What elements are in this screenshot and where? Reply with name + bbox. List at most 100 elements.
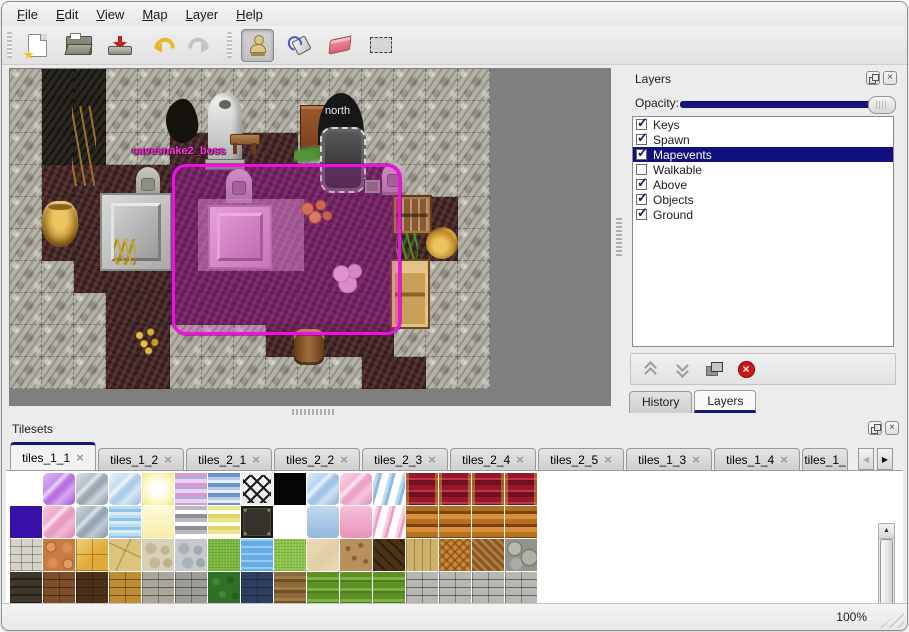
- tab-layers[interactable]: Layers: [694, 390, 757, 413]
- tileset-tile[interactable]: [373, 506, 405, 538]
- scroll-up-button[interactable]: ▲: [879, 524, 894, 539]
- select-tool-button[interactable]: [364, 29, 397, 62]
- menu-map[interactable]: Map: [142, 6, 168, 22]
- eraser-tool-button[interactable]: [323, 29, 356, 62]
- tileset-tile[interactable]: [505, 506, 537, 538]
- tileset-tab-tiles_1[interactable]: tiles_1_: [802, 448, 848, 470]
- tileset-tile[interactable]: [406, 572, 438, 604]
- map-canvas[interactable]: north cavesnake2_boss: [10, 69, 490, 391]
- tileset-tile[interactable]: [76, 539, 108, 571]
- tileset-tile[interactable]: [340, 539, 372, 571]
- tileset-tile[interactable]: [439, 539, 471, 571]
- tileset-tile[interactable]: [10, 473, 42, 505]
- raise-layer-button[interactable]: [639, 358, 661, 380]
- tab-close-icon[interactable]: ×: [604, 451, 612, 467]
- layer-row-ground[interactable]: ✓ Ground: [633, 206, 893, 222]
- tileset-tile[interactable]: [76, 473, 108, 505]
- horizontal-splitter[interactable]: [2, 406, 624, 418]
- close-panel-icon[interactable]: ×: [885, 421, 899, 435]
- tileset-tile[interactable]: [439, 572, 471, 604]
- layer-visibility-checkbox[interactable]: ✓: [636, 116, 648, 130]
- new-file-button[interactable]: ★: [21, 29, 54, 62]
- tileset-tile[interactable]: [340, 473, 372, 505]
- delete-layer-button[interactable]: ×: [735, 358, 757, 380]
- map-view[interactable]: north cavesnake2_boss: [9, 68, 611, 406]
- tileset-tile[interactable]: [472, 539, 504, 571]
- float-panel-icon[interactable]: [868, 421, 882, 435]
- tileset-tile[interactable]: [43, 506, 75, 538]
- tileset-tile[interactable]: [208, 572, 240, 604]
- tileset-tile[interactable]: [439, 506, 471, 538]
- float-panel-icon[interactable]: [866, 71, 880, 85]
- tileset-tile[interactable]: [109, 539, 141, 571]
- open-file-button[interactable]: [62, 29, 95, 62]
- menu-view[interactable]: View: [96, 6, 125, 22]
- tileset-tab-tiles_2_3[interactable]: tiles_2_3 ×: [362, 448, 448, 470]
- tileset-tile[interactable]: [274, 539, 306, 571]
- tileset-tile[interactable]: [10, 506, 42, 538]
- tab-close-icon[interactable]: ×: [76, 449, 84, 465]
- tileset-tile[interactable]: [406, 473, 438, 505]
- layer-row-keys[interactable]: ✓ Keys: [633, 117, 893, 132]
- selection[interactable]: [172, 164, 401, 335]
- tab-close-icon[interactable]: ×: [340, 451, 348, 467]
- tileset-tab-tiles_1_2[interactable]: tiles_1_2 ×: [98, 448, 184, 470]
- tileset-tile[interactable]: [505, 572, 537, 604]
- tileset-tab-tiles_1_1[interactable]: tiles_1_1 ×: [10, 442, 96, 470]
- close-panel-icon[interactable]: ×: [883, 71, 897, 85]
- menu-file[interactable]: File: [17, 6, 38, 22]
- tileset-tab-tiles_2_4[interactable]: tiles_2_4 ×: [450, 448, 536, 470]
- save-file-button[interactable]: [103, 29, 136, 62]
- menu-edit[interactable]: Edit: [55, 6, 79, 22]
- layer-visibility-checkbox[interactable]: [636, 164, 647, 175]
- tileset-tile[interactable]: [76, 572, 108, 604]
- tileset-tile[interactable]: [109, 473, 141, 505]
- tileset-tile[interactable]: [406, 506, 438, 538]
- tileset-tile[interactable]: [472, 506, 504, 538]
- layer-row-objects[interactable]: ✓ Objects: [633, 190, 893, 207]
- tileset-tile[interactable]: [10, 539, 42, 571]
- layer-visibility-checkbox[interactable]: ✓: [636, 130, 648, 145]
- tileset-tile[interactable]: [43, 572, 75, 604]
- opacity-slider[interactable]: [680, 95, 896, 114]
- tileset-tile[interactable]: [472, 473, 504, 505]
- redo-button[interactable]: [185, 29, 218, 62]
- tab-close-icon[interactable]: ×: [692, 451, 700, 467]
- tileset-tile[interactable]: [175, 539, 207, 571]
- lower-layer-button[interactable]: [671, 358, 693, 380]
- menu-layer[interactable]: Layer: [185, 6, 219, 22]
- tileset-tile[interactable]: [406, 539, 438, 571]
- tileset-tile[interactable]: [472, 572, 504, 604]
- tab-close-icon[interactable]: ×: [164, 451, 172, 467]
- layer-row-above[interactable]: ✓ Above: [633, 176, 893, 192]
- tileset-tab-tiles_2_2[interactable]: tiles_2_2 ×: [274, 448, 360, 470]
- tileset-tile[interactable]: [307, 539, 339, 571]
- tileset-tile[interactable]: [208, 506, 240, 538]
- tileset-tile[interactable]: [142, 506, 174, 538]
- tileset-tab-tiles_1_4[interactable]: tiles_1_4 ×: [714, 448, 800, 470]
- tileset-tile[interactable]: [10, 572, 42, 604]
- layer-row-walkable[interactable]: Walkable: [633, 162, 893, 177]
- tileset-tile[interactable]: [43, 473, 75, 505]
- tab-history[interactable]: History: [629, 391, 693, 413]
- resize-grip[interactable]: [880, 607, 904, 628]
- tileset-tile[interactable]: [373, 539, 405, 571]
- layer-visibility-checkbox[interactable]: ✓: [636, 190, 648, 205]
- tab-close-icon[interactable]: ×: [252, 451, 260, 467]
- layer-row-spawn[interactable]: ✓ Spawn: [633, 130, 893, 147]
- tileset-tile[interactable]: [274, 506, 306, 538]
- tileset-tile[interactable]: [175, 473, 207, 505]
- menu-help[interactable]: Help: [236, 6, 263, 22]
- tab-close-icon[interactable]: ×: [516, 451, 524, 467]
- tileset-tile[interactable]: [274, 473, 306, 505]
- tileset-tile[interactable]: [208, 473, 240, 505]
- tileset-tile[interactable]: [109, 572, 141, 604]
- tab-close-icon[interactable]: ×: [428, 451, 436, 467]
- tileset-tile[interactable]: [43, 539, 75, 571]
- toolbar-gripper[interactable]: [7, 32, 12, 58]
- layer-row-mapevents[interactable]: ✓ Mapevents: [633, 146, 893, 162]
- tileset-tile[interactable]: [307, 572, 339, 604]
- opacity-slider-handle[interactable]: [868, 96, 896, 114]
- tileset-tile[interactable]: [274, 572, 306, 604]
- tab-close-icon[interactable]: ×: [780, 451, 788, 467]
